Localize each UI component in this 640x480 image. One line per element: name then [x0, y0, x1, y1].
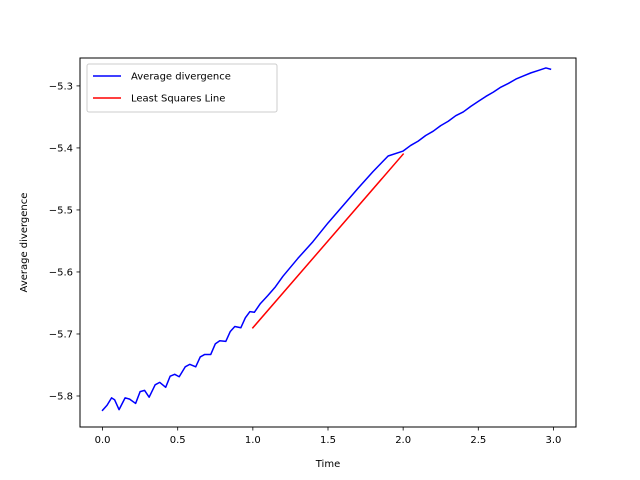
legend-label-1: Least Squares Line [131, 94, 225, 105]
x-tick-label-0: 0.0 [95, 435, 111, 446]
x-tick-label-2: 1.0 [245, 435, 261, 446]
ticks: 0.0 0.5 1.0 1.5 2.0 2.5 3.0 −5.8 −5.7 −5.6 −5.5 −5.… [49, 81, 562, 446]
plot-lines [101, 67, 552, 412]
y-axis-label: Average divergence [19, 193, 30, 293]
y-tick-label-4: −5.4 [49, 143, 73, 154]
y-tick-label-0: −5.8 [49, 391, 73, 402]
x-tick-label-6: 3.0 [546, 435, 562, 446]
x-tick-label-3: 1.5 [320, 435, 336, 446]
x-tick-label-1: 0.5 [170, 435, 186, 446]
y-tick-label-3: −5.5 [49, 205, 73, 216]
x-tick-label-5: 2.5 [470, 435, 486, 446]
x-axis-label: Time [315, 459, 340, 470]
y-tick-label-2: −5.6 [49, 267, 73, 278]
legend-box [86, 63, 278, 113]
legend: Average divergence Least Squares Line [86, 63, 278, 113]
y-tick-label-1: −5.7 [49, 329, 73, 340]
series-line-0 [101, 67, 552, 412]
x-tick-label-4: 2.0 [395, 435, 411, 446]
series-line-1 [251, 153, 405, 329]
legend-label-0: Average divergence [131, 72, 231, 83]
y-tick-label-5: −5.3 [49, 81, 73, 92]
